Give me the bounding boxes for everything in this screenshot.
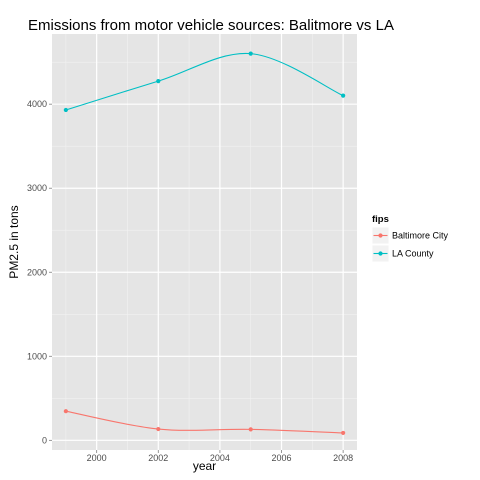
- y-axis-ticks: 0 1000 2000 3000 4000: [27, 99, 52, 445]
- legend-label: LA County: [392, 249, 434, 259]
- data-point-la-county: [341, 93, 346, 98]
- data-point-la-county: [248, 51, 253, 56]
- legend-key-point: [378, 251, 383, 256]
- data-point-baltimore-city: [63, 409, 68, 414]
- legend-label: Baltimore City: [392, 231, 449, 241]
- data-point-baltimore-city: [341, 430, 346, 436]
- data-point-baltimore-city: [156, 426, 161, 432]
- y-tick-label: 2000: [27, 267, 47, 277]
- series-lines: [65, 52, 344, 434]
- series-line-la-county: [65, 52, 344, 111]
- legend: fips Baltimore City LA County: [371, 214, 449, 263]
- x-tick-label: 2002: [148, 453, 168, 463]
- series-line-baltimore-city: [65, 410, 344, 434]
- y-tick-label: 4000: [27, 99, 47, 109]
- chart-title: Emissions from motor vehicle sources: Ba…: [28, 17, 394, 34]
- plot-panel: [52, 34, 357, 450]
- data-point-la-county: [63, 107, 68, 113]
- x-tick-label: 2000: [87, 453, 107, 463]
- x-tick-label: 2004: [210, 453, 230, 463]
- y-tick-label: 0: [42, 435, 47, 445]
- y-tick-label: 1000: [27, 351, 47, 361]
- y-tick-label: 3000: [27, 183, 47, 193]
- legend-key-point: [378, 233, 383, 238]
- legend-item-baltimore-city: Baltimore City: [371, 226, 449, 245]
- data-point-la-county: [156, 79, 161, 84]
- y-axis-title: PM2.5 in tons: [7, 205, 21, 278]
- x-tick-label: 2006: [272, 453, 292, 463]
- legend-title: fips: [372, 214, 389, 225]
- legend-item-la-county: LA County: [371, 244, 434, 263]
- x-axis-title: year: [193, 459, 216, 473]
- x-axis-ticks: 2000 2002 2004 2006 2008: [87, 450, 353, 463]
- series-points: [63, 51, 346, 436]
- major-grid: [52, 34, 357, 450]
- data-point-baltimore-city: [248, 427, 253, 432]
- minor-grid: [52, 34, 357, 450]
- x-tick-label: 2008: [333, 453, 353, 463]
